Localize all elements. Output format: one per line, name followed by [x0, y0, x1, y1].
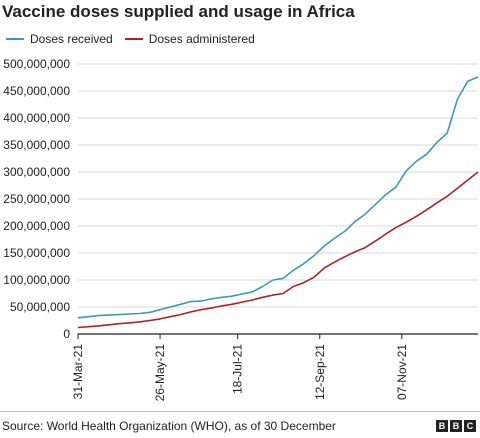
x-tick-label: 26-May-21: [153, 344, 167, 402]
legend-item-received: Doses received: [6, 32, 113, 46]
x-tick-label: 31-Mar-21: [71, 344, 85, 400]
y-tick-label: 250,000,000: [3, 192, 70, 206]
x-tick-label: 07-Nov-21: [395, 344, 409, 400]
bbc-logo: B B C: [434, 420, 476, 432]
legend-swatch-administered: [124, 38, 143, 40]
legend-label-administered: Doses administered: [148, 32, 255, 46]
source-note: Source: World Health Organization (WHO),…: [2, 419, 336, 433]
series-line-received: [77, 76, 479, 319]
x-tick-label: 12-Sep-21: [313, 344, 327, 400]
x-tick-label: 18-Jul-21: [231, 344, 245, 394]
chart-title: Vaccine doses supplied and usage in Afri…: [2, 2, 355, 21]
bbc-logo-letter: B: [450, 420, 462, 432]
bbc-logo-letter: B: [436, 420, 448, 432]
y-tick-label: 0: [63, 327, 70, 341]
chart-legend: Doses received Doses administered: [6, 32, 267, 46]
y-tick-label: 50,000,000: [10, 300, 70, 314]
bbc-logo-letter: C: [464, 420, 476, 432]
legend-swatch-received: [6, 38, 24, 40]
y-tick-label: 200,000,000: [3, 219, 70, 233]
legend-item-administered: Doses administered: [124, 32, 255, 46]
y-tick-label: 500,000,000: [3, 57, 70, 71]
line-chart: 0 50,000,000 100,000,000 150,000,000 200,000…: [3, 57, 479, 402]
legend-label-received: Doses received: [30, 32, 113, 46]
y-tick-label: 300,000,000: [3, 165, 70, 179]
y-tick-label: 450,000,000: [3, 84, 70, 98]
y-tick-label: 100,000,000: [3, 273, 70, 287]
footer-divider: [0, 411, 480, 412]
series-line-administered: [77, 171, 479, 329]
y-tick-label: 150,000,000: [3, 246, 70, 260]
y-tick-label: 400,000,000: [3, 111, 70, 125]
y-tick-label: 350,000,000: [3, 138, 70, 152]
